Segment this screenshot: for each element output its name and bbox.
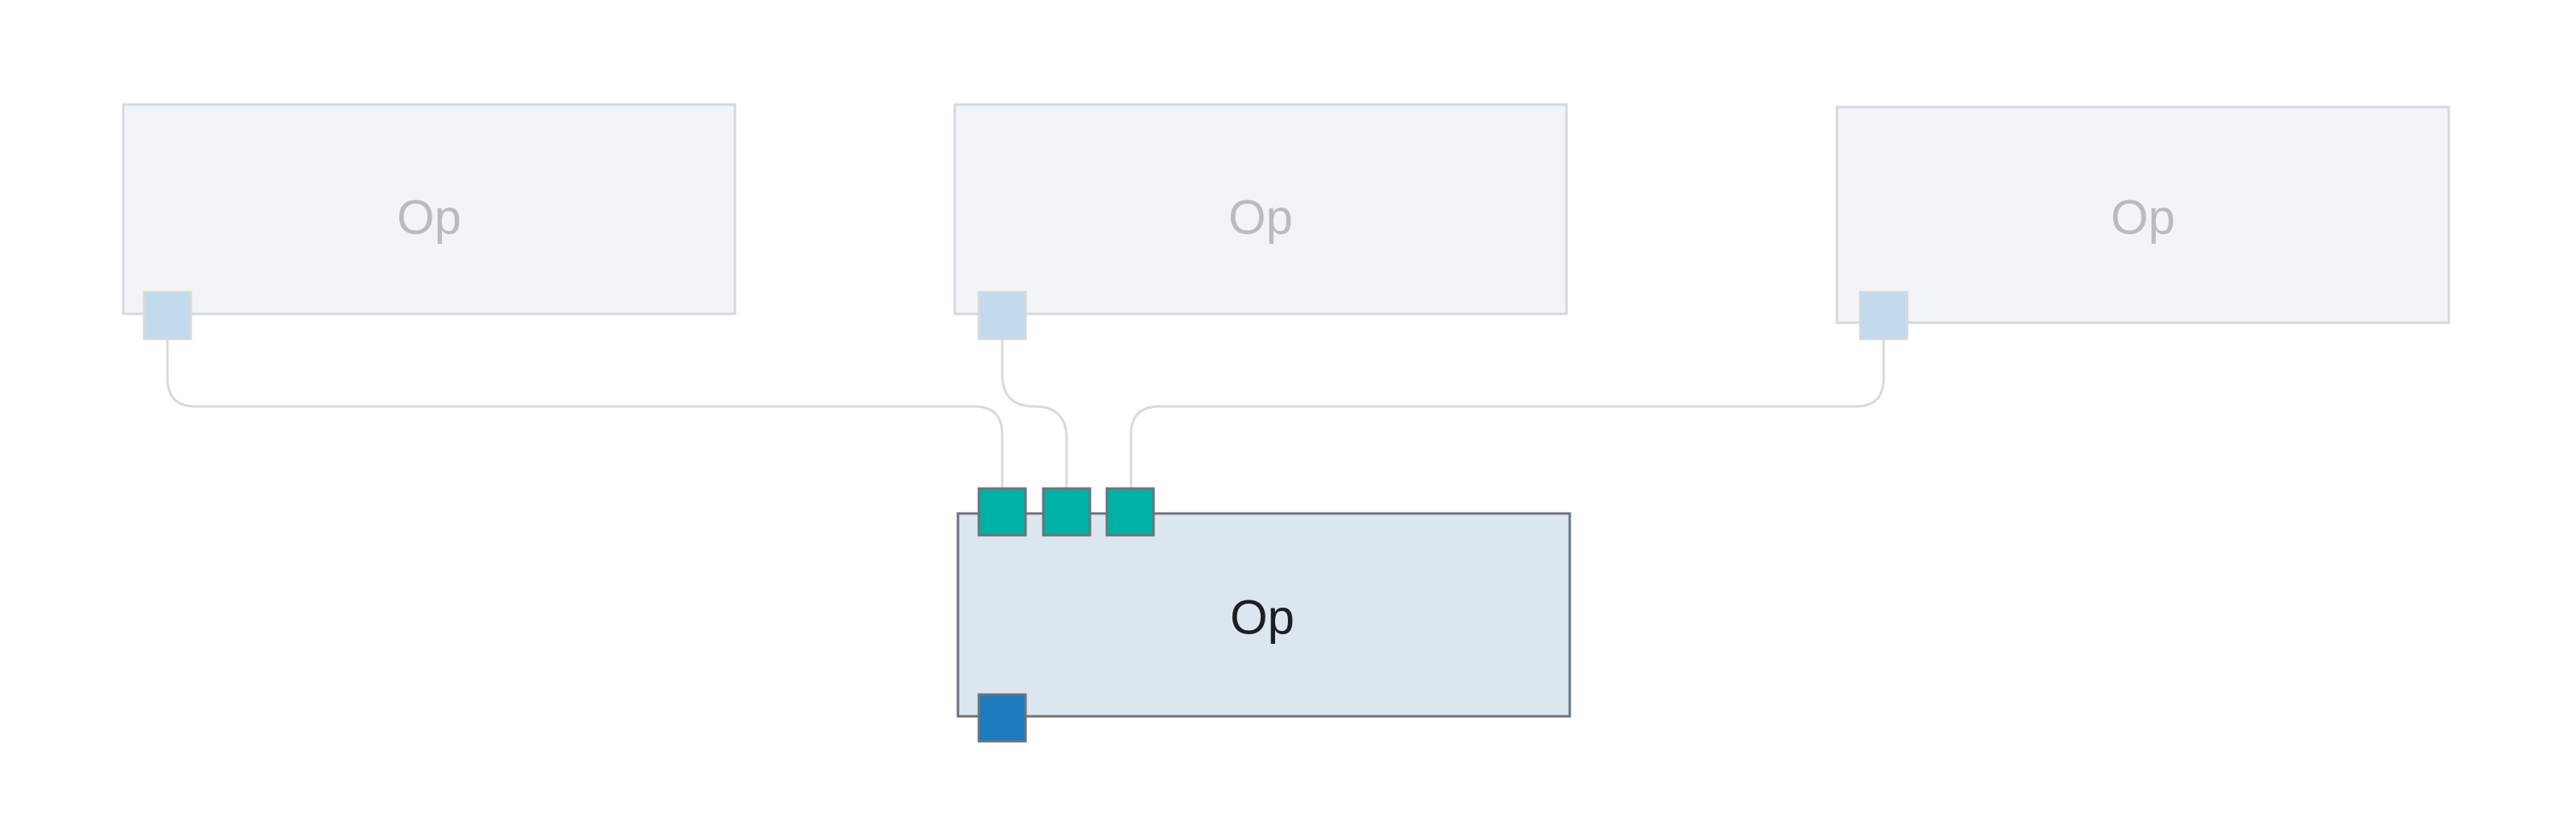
node-box [122,103,737,315]
output-port[interactable] [977,291,1027,340]
input-port-2[interactable] [1042,487,1092,537]
edge-upstream-3-to-input-3 [1129,338,1885,489]
node-box [953,103,1568,315]
selected-op-node[interactable]: Op [956,487,1571,743]
node-label: Op [2111,191,2175,245]
upstream-op-node-1[interactable]: Op [122,103,737,340]
node-label: Op [397,191,461,245]
node-label: Op [1228,191,1293,245]
upstream-op-node-2[interactable]: Op [953,103,1568,340]
node-label: Op [1230,591,1294,645]
node-box [956,512,1571,718]
edge-upstream-1-to-input-1 [166,338,1004,489]
output-port[interactable] [1859,291,1909,340]
output-port[interactable] [142,291,192,340]
edge-upstream-2-to-input-2 [1001,338,1068,489]
edges [166,338,1885,489]
node-box [1835,105,2450,324]
output-port[interactable] [977,693,1027,743]
input-port-3[interactable] [1105,487,1155,537]
input-port-1[interactable] [977,487,1027,537]
upstream-op-node-3[interactable]: Op [1835,105,2450,340]
